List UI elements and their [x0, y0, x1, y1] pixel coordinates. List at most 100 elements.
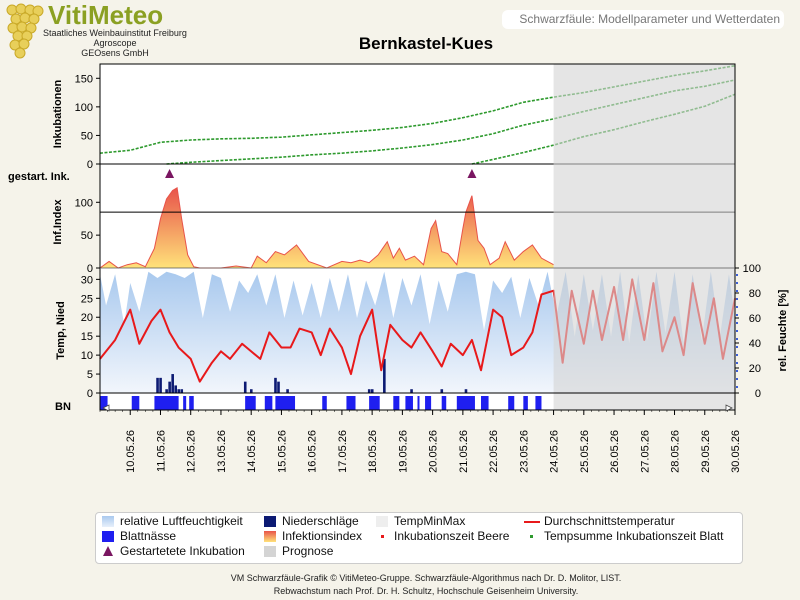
- leaf-wetness-bar: [523, 396, 528, 410]
- legend-item-temp: Durchschnittstemperatur: [544, 514, 675, 528]
- leaf-wetness-bar: [508, 396, 515, 410]
- footer-line-1: VM Schwarzfäule-Grafik © VitiMeteo-Grupp…: [230, 573, 622, 583]
- legend-item-infection: Infektionsindex: [282, 529, 363, 543]
- rain-bar: [370, 389, 374, 393]
- humidity-axis-dot: [736, 274, 738, 276]
- legend-item-marker: Gestartetete Inkubation: [120, 544, 245, 558]
- legend-swatch-marker-icon: [103, 546, 113, 556]
- legend-item-tempminmax: TempMinMax: [394, 514, 466, 528]
- humidity-axis-dot: [736, 378, 738, 380]
- humidity-axis-dot: [736, 338, 738, 340]
- leaf-wetness-bar: [346, 396, 356, 410]
- humidity-axis-dot: [736, 282, 738, 284]
- x-tick-label: 22.05.26: [488, 430, 500, 473]
- started-incubation-marker: [467, 169, 477, 178]
- x-tick-label: 27.05.26: [639, 430, 651, 473]
- leaf-wetness-bar: [441, 396, 447, 410]
- x-tick-label: 19.05.26: [397, 430, 409, 473]
- temp-tick-label: 5: [87, 369, 93, 381]
- x-tick-label: 23.05.26: [518, 430, 530, 473]
- humidity-tick-label: 0: [755, 388, 761, 400]
- rain-bar: [165, 389, 168, 393]
- legend-swatch-infection: [264, 531, 276, 542]
- infection-area: [100, 187, 554, 268]
- x-tick-label: 20.05.26: [428, 430, 440, 473]
- leaf-wetness-bar: [275, 396, 296, 410]
- rain-bar: [174, 385, 177, 393]
- humidity-tick-label: 20: [749, 363, 761, 375]
- leaf-wetness-bar: [183, 396, 187, 410]
- x-tick-label: 17.05.26: [337, 430, 349, 473]
- humidity-axis-dot: [736, 362, 738, 364]
- x-tick-label: 25.05.26: [579, 430, 591, 473]
- rain-bar: [367, 389, 371, 393]
- incubation-tick-label: 100: [75, 102, 93, 114]
- leaf-wetness-bar: [100, 396, 108, 410]
- grape-logo-icon: [6, 3, 44, 59]
- leaf-wetness-bar: [535, 396, 542, 410]
- humidity-axis-dot: [736, 298, 738, 300]
- legend-item-forecast: Prognose: [282, 544, 334, 558]
- rain-bar: [180, 389, 184, 393]
- chart-title: Bernkastel-Kues: [358, 34, 494, 53]
- incubation-tick-label: 0: [87, 159, 93, 171]
- leaf-wetness-bar: [481, 396, 489, 410]
- rain-bar: [159, 377, 162, 393]
- legend-item-leaf: Tempsumme Inkubationszeit Blatt: [544, 529, 724, 543]
- rain-bar: [383, 358, 386, 393]
- legend-swatch-forecast: [264, 546, 276, 557]
- x-tick-label: 26.05.26: [609, 430, 621, 473]
- x-tick-label: 10.05.26: [125, 430, 137, 473]
- logo-title: VitiMeteo: [48, 0, 164, 30]
- rain-bar: [286, 389, 289, 393]
- scroll-right-icon: [725, 404, 733, 412]
- infection-axis-label: Inf.Index: [52, 199, 64, 245]
- leaf-wetness-bar: [405, 396, 413, 410]
- legend-swatch-tempminmax: [376, 516, 388, 527]
- infection-tick-label: 50: [81, 230, 93, 242]
- humidity-axis-dot: [736, 370, 738, 372]
- temp-tick-label: 20: [81, 312, 93, 324]
- infection-tick-label: 0: [87, 263, 93, 275]
- leaf-wetness-bar: [245, 396, 256, 410]
- rain-bar: [177, 389, 181, 393]
- leaf-wetness-bar: [369, 396, 380, 410]
- rain-bar: [464, 389, 468, 393]
- legend: relative Luftfeuchtigkeit Niederschläge …: [95, 512, 743, 564]
- rain-bar: [171, 374, 174, 393]
- legend-item-humidity: relative Luftfeuchtigkeit: [120, 514, 243, 528]
- x-tick-label: 14.05.26: [246, 430, 258, 473]
- humidity-axis-dot: [736, 314, 738, 316]
- x-tick-label: 21.05.26: [458, 430, 470, 473]
- x-tick-label: 18.05.26: [367, 430, 379, 473]
- x-tick-label: 11.05.26: [155, 430, 167, 472]
- temp-tick-label: 15: [81, 331, 93, 343]
- legend-swatch-humidity: [102, 516, 114, 527]
- legend-item-berry: Inkubationszeit Beere: [394, 529, 510, 543]
- x-tick-label: 12.05.26: [186, 430, 198, 473]
- x-tick-label: 13.05.26: [216, 430, 228, 473]
- temp-tick-label: 25: [81, 293, 93, 305]
- humidity-axis-dot: [736, 306, 738, 308]
- x-tick-label: 29.05.26: [700, 430, 712, 473]
- x-tick-label: 15.05.26: [276, 430, 288, 473]
- humidity-axis-dot: [736, 386, 738, 388]
- x-tick-label: 24.05.26: [549, 430, 561, 473]
- x-tick-label: 30.05.26: [730, 430, 742, 473]
- legend-swatch-temp: [524, 521, 540, 523]
- incubation-tick-label: 150: [75, 73, 93, 85]
- rain-bar: [243, 381, 247, 393]
- legend-swatch-berry: [381, 535, 384, 538]
- humidity-tick-label: 40: [749, 338, 761, 350]
- humidity-axis-dot: [736, 354, 738, 356]
- x-tick-label: 28.05.26: [670, 430, 682, 473]
- leaf-wetness-bar: [189, 396, 194, 410]
- started-incubation-marker: [165, 169, 175, 178]
- incubation-tick-label: 50: [81, 130, 93, 142]
- humidity-axis-label: rel. Feuchte [%]: [777, 289, 789, 371]
- logo-institute: Staatliches Weinbauinstitut Freiburg: [43, 28, 187, 38]
- rain-bar: [249, 389, 253, 393]
- header-subtitle: Schwarzfäule: Modellparameter und Wetter…: [502, 10, 784, 29]
